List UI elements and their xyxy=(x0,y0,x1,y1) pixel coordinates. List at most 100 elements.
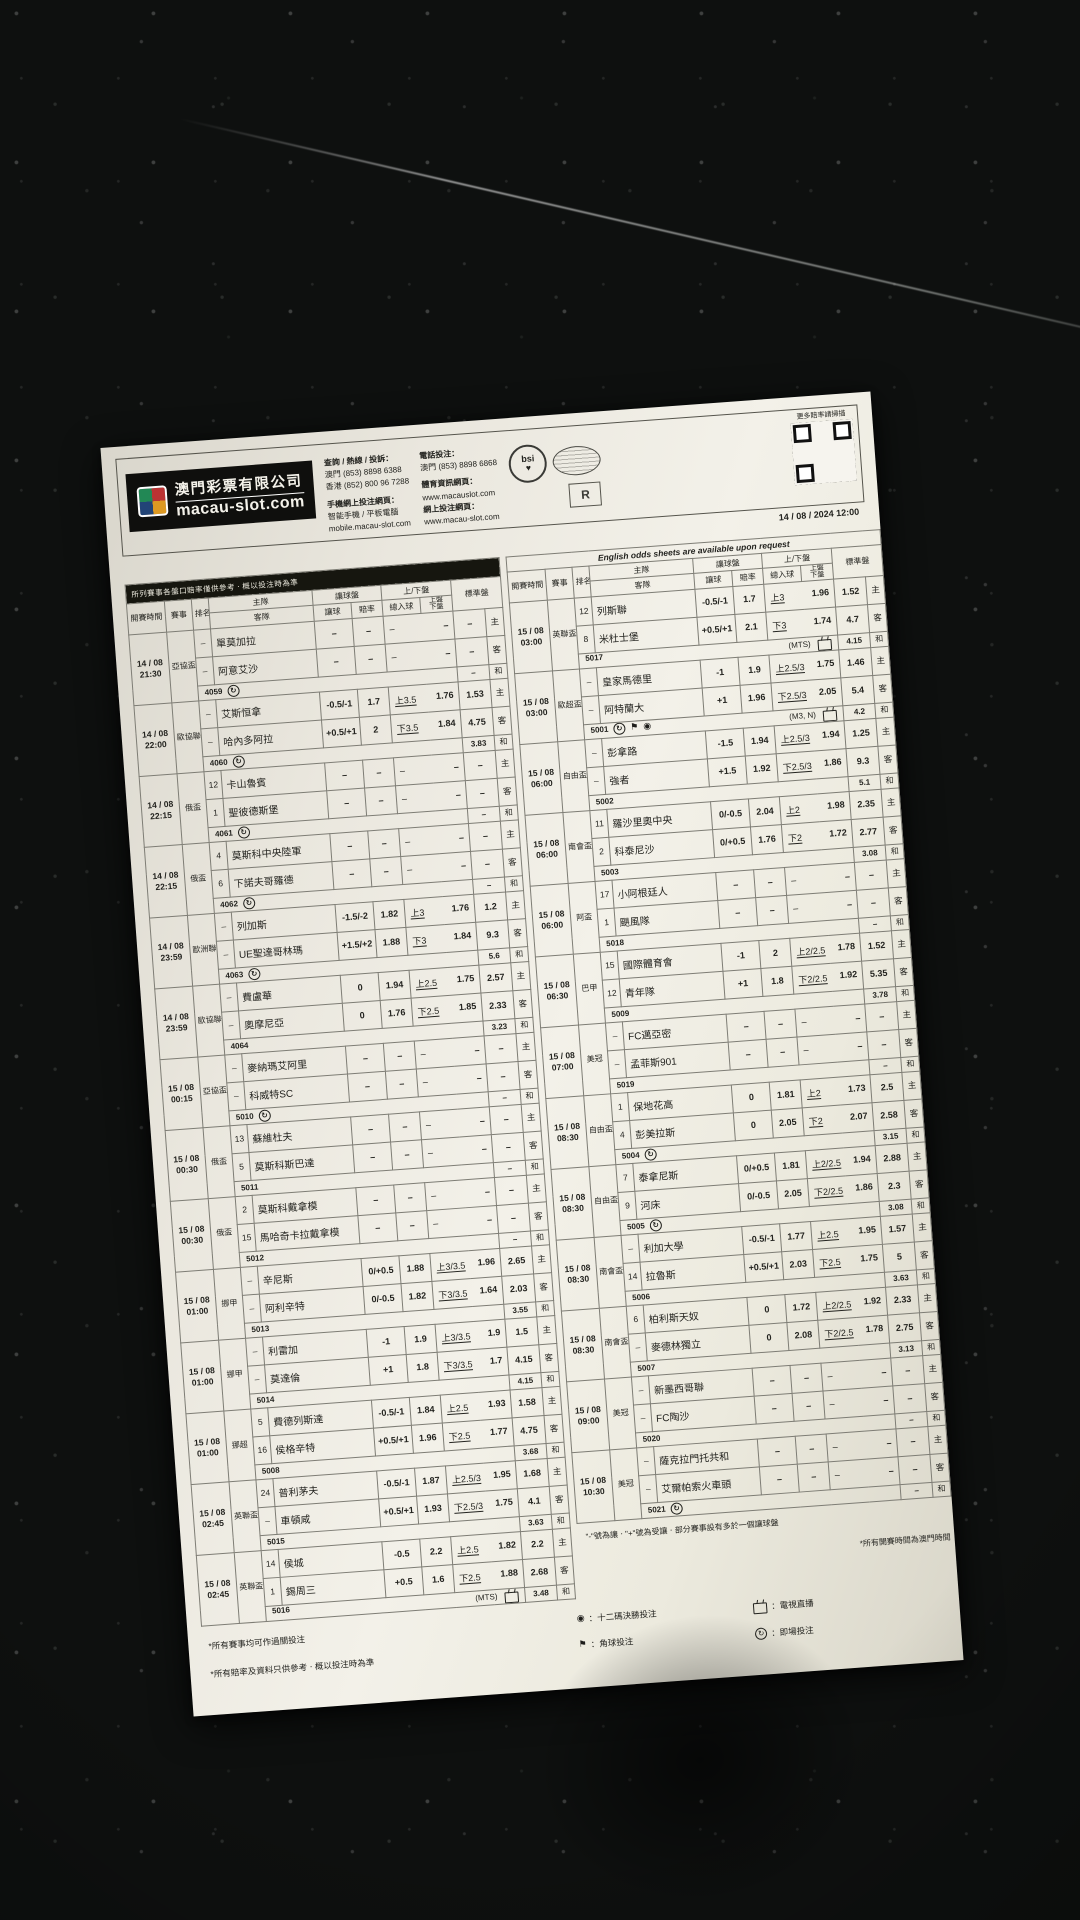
header-contact-column-1: 查詢 / 熱線 / 投訴： 澳門 (853) 8898 6388 香港 (852… xyxy=(324,452,413,535)
team-rank-cell: – xyxy=(579,667,599,697)
floor-crack-line xyxy=(179,118,1080,368)
result-label-cell: 主 xyxy=(907,1141,928,1171)
handicap-cell: – xyxy=(314,618,355,649)
result-label-cell: 主 xyxy=(927,1424,949,1455)
match-time-cell: 14 / 08 23:59 xyxy=(154,985,198,1060)
inplay-icon: ↻ xyxy=(232,754,246,768)
handicap-cell: +0.5/+1 xyxy=(321,716,362,748)
handicap-cell: -1 xyxy=(721,940,761,971)
ou-line: 下3 xyxy=(772,619,787,631)
handicap-odds-cell: – xyxy=(792,1390,826,1421)
standard-odds-cell: 2.75 xyxy=(887,1312,922,1343)
standard-odds-cell: – xyxy=(866,1029,901,1060)
team-rank-cell: 15 xyxy=(237,1222,257,1253)
match-time: 03:00 xyxy=(520,635,543,648)
result-label-cell: 客 xyxy=(538,1343,559,1373)
standard-odds-cell: – xyxy=(856,887,891,918)
match-time: 23:59 xyxy=(160,951,183,963)
match-time-cell: 15 / 08 00:30 xyxy=(165,1127,209,1202)
match-id: 5011 xyxy=(240,1182,259,1193)
ou-odds: 1.92 xyxy=(839,968,858,980)
ou-odds: – xyxy=(479,1115,486,1127)
standard-odds-cell: 1.25 xyxy=(844,718,878,749)
standard-odds-cell: 4.15 xyxy=(506,1344,541,1375)
match-time-cell: 15 / 08 02:45 xyxy=(191,1481,235,1556)
standard-odds-cell: – xyxy=(864,1001,899,1032)
odds-tables: 所列賽事各盤口賠率僅供參考ㆍ概以投注時為準 開賽時間 賽事 排名 主隊 讓球盤 上/下盤 標準… xyxy=(125,529,952,1626)
result-label-cell: 客 xyxy=(486,635,507,665)
match-time-cell: 15 / 08 00:30 xyxy=(170,1198,214,1272)
ou-odds: – xyxy=(844,871,851,882)
ou-odds: – xyxy=(453,761,460,773)
ou-odds: 1.86 xyxy=(823,756,842,768)
team-rank-cell: 17 xyxy=(595,879,615,910)
team-rank-cell: 1 xyxy=(205,798,225,828)
ou-odds: 1.76 xyxy=(435,689,454,701)
ou-odds: – xyxy=(886,1437,892,1449)
result-label-cell: 和 xyxy=(530,1229,550,1246)
match-time: 22:15 xyxy=(155,880,178,892)
match-time: 08:30 xyxy=(556,1131,580,1144)
handicap-odds-cell: – xyxy=(797,1461,831,1492)
standard-odds-cell: 9.3 xyxy=(475,919,510,950)
ou-odds: – xyxy=(455,789,462,801)
team-rank-cell: – xyxy=(240,1265,260,1296)
ou-odds: – xyxy=(445,648,451,659)
column-header: 標準盤 xyxy=(450,576,503,611)
inplay-icon: ↻ xyxy=(242,896,256,910)
ou-odds: 1.75 xyxy=(860,1251,879,1264)
standard-odds-cell: 2.77 xyxy=(851,816,886,848)
result-label-cell: 客 xyxy=(554,1555,575,1585)
result-label-cell: 和 xyxy=(525,1158,545,1175)
match-time-cell: 15 / 08 06:00 xyxy=(519,741,564,816)
ou-odds: 1.98 xyxy=(826,799,846,811)
standard-odds-cell: 4.75 xyxy=(512,1415,547,1446)
ou-odds: 1.84 xyxy=(453,929,472,942)
handicap-cell: – xyxy=(350,1113,391,1145)
handicap-cell: +1 xyxy=(723,968,764,999)
result-label-cell: 客 xyxy=(888,886,909,916)
match-time-cell: 15 / 08 06:00 xyxy=(530,883,574,957)
handicap-odds-cell: – xyxy=(390,1139,424,1170)
handicap-cell: 0 xyxy=(731,1081,772,1113)
match-time-cell: 15 / 08 10:30 xyxy=(571,1449,616,1524)
match-time: 23:59 xyxy=(165,1021,188,1034)
ou-odds: 1.75 xyxy=(494,1496,514,1508)
result-label-cell: 客 xyxy=(903,1098,925,1128)
team-rank-cell: – xyxy=(219,982,239,1012)
handicap-odds-cell: 2 xyxy=(758,937,792,969)
legend-inplay: ↻ ：即場投注 xyxy=(754,1614,947,1640)
result-label-cell: 和 xyxy=(494,733,514,751)
standard-odds-cell: 2.35 xyxy=(849,788,884,820)
ou-line: – xyxy=(391,652,397,663)
handicap-cell: -0.5/-1 xyxy=(741,1223,782,1255)
qr-finder-mark xyxy=(795,463,815,484)
match-id: 4064 xyxy=(230,1040,249,1052)
handicap-cell: – xyxy=(715,869,756,901)
result-label-cell: 客 xyxy=(491,705,513,736)
match-id: 5002 xyxy=(595,796,614,807)
handicap-cell: -1 xyxy=(366,1326,407,1357)
company-logo-icon xyxy=(136,485,169,518)
penalty-icon: ◉ xyxy=(576,1612,586,1624)
handicap-odds-cell: 2.04 xyxy=(748,796,782,827)
right-panel-table: English odds sheets are available upon r… xyxy=(506,529,952,1524)
ou-line: 上2.5 xyxy=(816,1228,839,1241)
match-time: 01:00 xyxy=(186,1305,209,1317)
handicap-odds-cell: 1.88 xyxy=(398,1253,432,1284)
match-note-text: (MTS) xyxy=(474,1591,500,1603)
inplay-icon: ↻ xyxy=(644,1147,658,1161)
standard-odds-cell: – xyxy=(890,1355,925,1386)
ou-line: 上2.5 xyxy=(446,1402,469,1414)
handicap-odds-cell: 1.72 xyxy=(784,1292,818,1323)
team-rank-cell: – xyxy=(216,939,236,969)
handicap-odds-cell: 1.84 xyxy=(409,1394,443,1426)
handicap-cell: 0/+0.5 xyxy=(736,1152,777,1184)
result-label-cell: 主 xyxy=(865,575,886,605)
result-label-cell: 主 xyxy=(547,1456,568,1487)
result-label-cell: 客 xyxy=(898,1027,919,1058)
handicap-cell: +1.5/+2 xyxy=(337,929,378,961)
ou-line: 下2.5/3 xyxy=(453,1500,484,1513)
result-label-cell: 主 xyxy=(505,890,526,920)
